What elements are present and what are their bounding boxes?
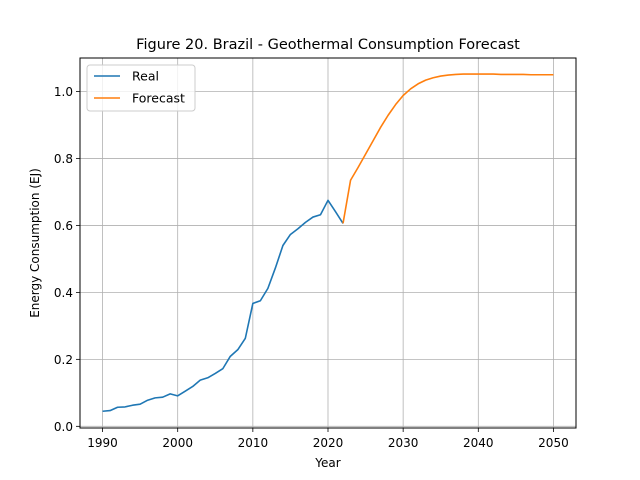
x-tick-label: 2030 <box>388 436 419 450</box>
y-axis-ticks: 0.0 0.2 0.4 0.6 0.8 1.0 <box>54 85 80 434</box>
x-tick-label: 2050 <box>538 436 569 450</box>
x-axis-title: Year <box>314 456 340 470</box>
x-axis-ticks: 1990 2000 2010 2020 2030 2040 2050 <box>87 428 569 450</box>
x-tick-label: 2000 <box>162 436 193 450</box>
series-line-forecast <box>342 73 554 224</box>
y-tick-label: 0.6 <box>54 219 73 233</box>
chart-title: Figure 20. Brazil - Geothermal Consumpti… <box>136 37 520 53</box>
y-axis-title: Energy Consumption (EJ) <box>28 168 42 318</box>
legend-label-real: Real <box>132 69 159 84</box>
y-tick-label: 1.0 <box>54 85 73 99</box>
y-tick-label: 0.0 <box>54 420 73 434</box>
y-tick-label: 0.4 <box>54 286 73 300</box>
legend-label-forecast: Forecast <box>132 91 185 106</box>
x-tick-label: 2020 <box>313 436 344 450</box>
x-tick-label: 1990 <box>87 436 118 450</box>
series-lines <box>102 73 554 413</box>
x-tick-label: 2040 <box>463 436 494 450</box>
grid-lines <box>80 58 576 428</box>
series-line-real <box>102 199 344 413</box>
x-tick-label: 2010 <box>238 436 269 450</box>
y-tick-label: 0.8 <box>54 152 73 166</box>
y-tick-label: 0.2 <box>54 353 73 367</box>
legend: Real Forecast <box>86 64 196 112</box>
